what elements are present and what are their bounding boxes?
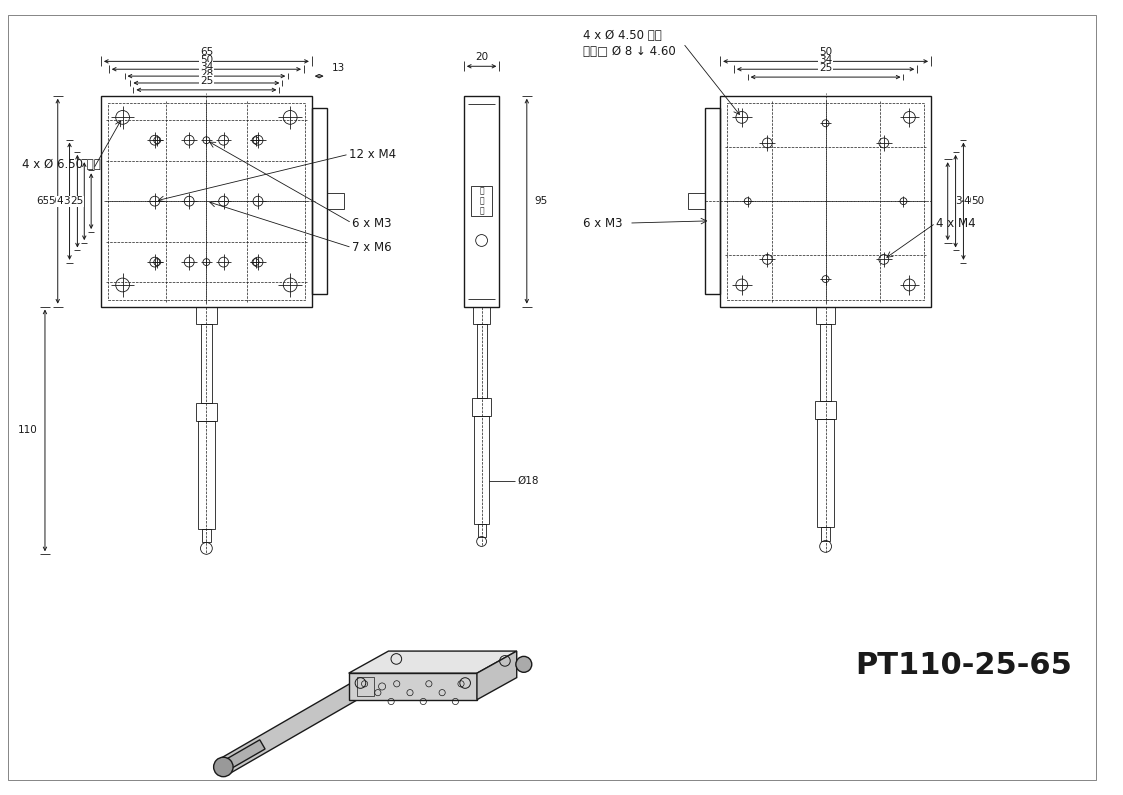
Bar	[705, 108, 720, 294]
Text: 50: 50	[971, 196, 985, 206]
Text: 程: 程	[480, 196, 484, 206]
Text: 40: 40	[56, 196, 70, 206]
Text: PT110-25-65: PT110-25-65	[855, 651, 1072, 680]
Bar	[101, 95, 312, 307]
Bar	[815, 307, 836, 324]
Text: 4 x Ø 4.50 贯穿: 4 x Ø 4.50 贯穿	[583, 29, 661, 42]
Text: 7 x M6: 7 x M6	[351, 241, 392, 254]
Text: 6 x M3: 6 x M3	[583, 216, 622, 230]
Bar	[201, 324, 212, 403]
Text: 25: 25	[70, 196, 83, 206]
Bar	[471, 187, 492, 216]
Text: 34: 34	[956, 196, 969, 206]
Text: 6 x M3: 6 x M3	[351, 216, 391, 230]
Text: 50: 50	[200, 56, 213, 65]
Polygon shape	[221, 740, 265, 772]
Bar	[202, 529, 211, 542]
Polygon shape	[477, 651, 517, 700]
Bar	[821, 527, 830, 541]
Text: 12 x M4: 12 x M4	[349, 148, 396, 161]
Text: 34: 34	[63, 196, 76, 206]
Bar	[473, 307, 491, 324]
Bar	[464, 95, 500, 307]
Bar	[727, 103, 924, 300]
Bar	[815, 401, 836, 419]
Text: Ø18: Ø18	[517, 475, 539, 486]
Bar	[356, 677, 374, 696]
Bar	[195, 307, 217, 324]
Bar	[820, 324, 831, 401]
Text: 25: 25	[200, 76, 213, 86]
Bar	[477, 524, 485, 537]
Bar	[816, 419, 834, 527]
Bar	[474, 416, 490, 524]
Text: 95: 95	[535, 196, 548, 206]
Bar	[473, 398, 491, 416]
Text: 4 x Ø 6.50 贯穿: 4 x Ø 6.50 贯穿	[21, 157, 100, 171]
Text: 仪: 仪	[480, 207, 484, 215]
Polygon shape	[348, 651, 517, 673]
Text: 34: 34	[200, 62, 213, 72]
Polygon shape	[219, 684, 358, 774]
Text: 28: 28	[200, 69, 213, 79]
Text: 13: 13	[331, 64, 345, 73]
Text: 20: 20	[475, 52, 489, 62]
Polygon shape	[348, 673, 477, 700]
Text: 50: 50	[48, 196, 62, 206]
Bar	[720, 95, 931, 307]
Circle shape	[213, 757, 234, 777]
Text: 65: 65	[200, 48, 213, 57]
Bar	[198, 421, 216, 529]
Bar	[476, 324, 486, 398]
Circle shape	[515, 657, 532, 673]
Bar	[108, 103, 305, 300]
Text: 34: 34	[819, 56, 832, 65]
Text: 背面□ Ø 8 ↓ 4.60: 背面□ Ø 8 ↓ 4.60	[583, 45, 676, 57]
Bar	[327, 193, 345, 209]
Bar	[687, 193, 705, 209]
Text: 量: 量	[480, 187, 484, 196]
Text: 40: 40	[964, 196, 977, 206]
Bar	[197, 403, 217, 421]
Text: 110: 110	[17, 425, 37, 436]
Text: 4 x M4: 4 x M4	[935, 216, 975, 230]
Text: 65: 65	[37, 196, 49, 206]
Text: 50: 50	[819, 48, 832, 57]
Text: 25: 25	[819, 63, 832, 73]
Bar	[312, 108, 327, 294]
